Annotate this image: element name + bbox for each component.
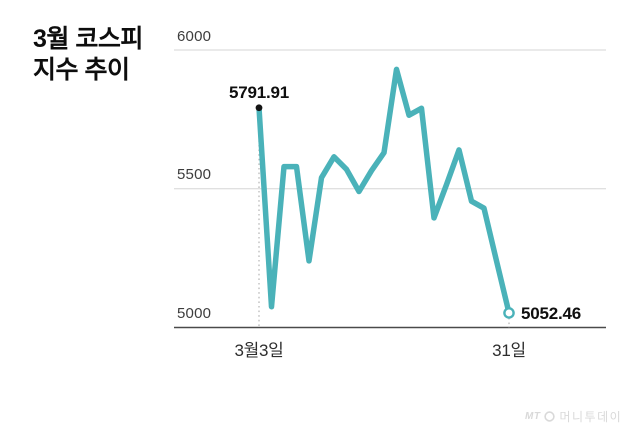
x-axis-tick-label: 31일: [492, 341, 526, 360]
value-label-start: 5791.91: [228, 82, 290, 102]
y-axis-tick-label: 5500: [177, 166, 212, 184]
value-label-end: 5052.46: [521, 303, 582, 323]
x-axis-tick-label: 3월3일: [234, 341, 284, 360]
chart-title-line2: 지수 추이: [33, 56, 130, 84]
watermark-name-label: 머니투데이: [559, 410, 623, 424]
moneytoday-watermark: MT 머니투데이: [525, 408, 622, 425]
chart-title: 3월 코스피 지수 추이: [33, 24, 143, 86]
y-axis-tick-label: 6000: [177, 27, 212, 45]
watermark-mt-label: MT: [525, 411, 541, 422]
start-point-dot: [255, 104, 263, 112]
y-axis-tick-label: 5000: [177, 305, 212, 322]
end-point-circle: [503, 307, 515, 319]
kospi-series-line: [256, 66, 512, 316]
moneytoday-circle-logo-icon: [544, 411, 556, 422]
chart-title-line1: 3월 코스피: [33, 25, 143, 53]
